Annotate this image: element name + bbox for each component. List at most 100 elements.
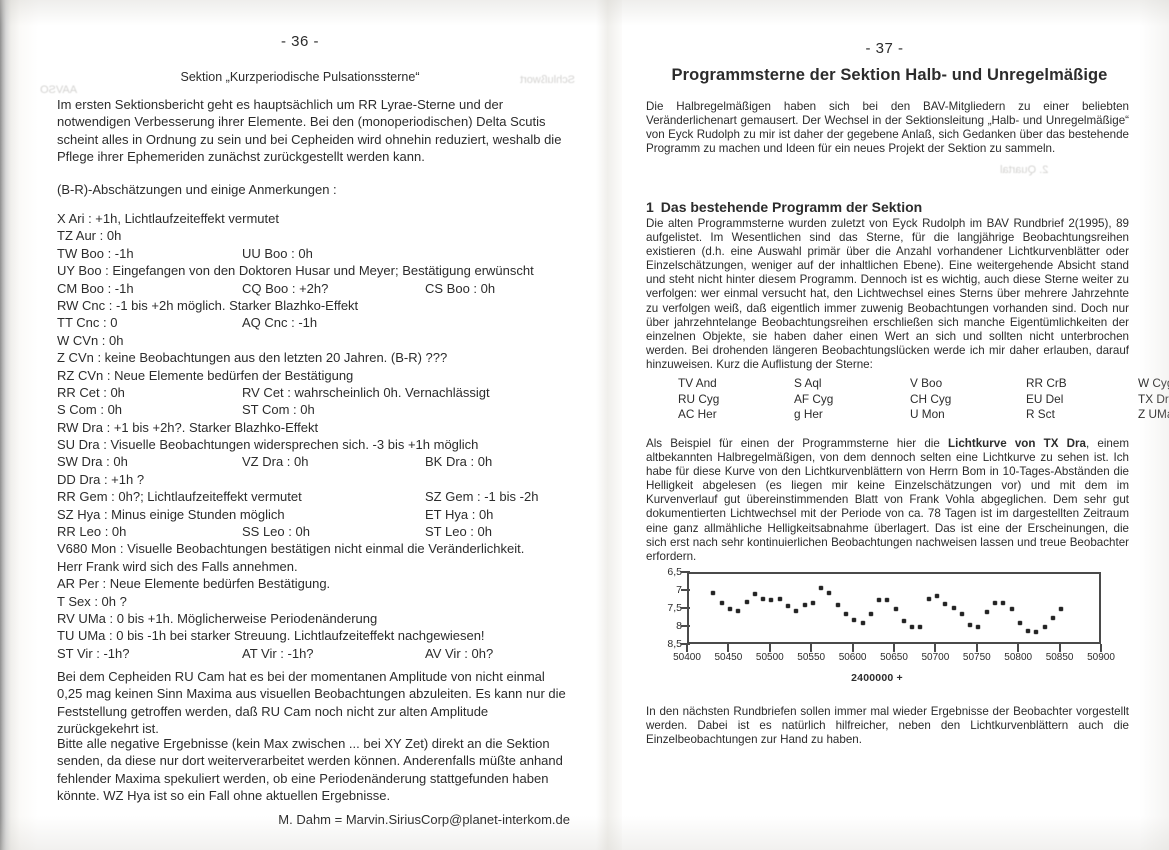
star-remark-line: Z CVn : keine Beobachtungen aus den letz… (57, 349, 572, 366)
chart-point (843, 612, 848, 617)
chart-point (984, 610, 989, 615)
chart-point (918, 624, 923, 629)
star-remark-line: RZ CVn : Neue Elemente bedürfen der Best… (57, 367, 572, 384)
chart-point (860, 621, 865, 626)
star-remark-col1: Herr Frank wird sich des Falls annehmen. (57, 558, 298, 574)
star-remark-col2: RV Cet : wahrscheinlich 0h. Vernachlässi… (242, 384, 490, 400)
star-remark-line: W CVn : 0h (57, 332, 572, 349)
chart-point (1009, 606, 1014, 611)
star-name-cell: AF Cyg (794, 391, 834, 406)
star-remark-list: X Ari : +1h, Lichtlaufzeiteffekt vermute… (57, 210, 572, 662)
section-1-number: 1 (646, 199, 654, 215)
chart-x-tick-label: 50800 (1004, 652, 1033, 663)
chart-x-tick-label: 50750 (962, 652, 991, 663)
star-remark-col1: RR Leo : 0h (57, 524, 127, 540)
example-text-pre: Als Beispiel für einen der Programmstern… (646, 437, 949, 450)
chart-y-tick-label: 7,5 (667, 602, 682, 614)
chart-x-tick-label: 50850 (1045, 652, 1074, 663)
page-number-right: - 37 - (865, 40, 904, 57)
star-remark-line: T Sex : 0h ? (57, 593, 572, 610)
closing-paragraph: In den nächsten Rundbriefen sollen immer… (646, 705, 1129, 747)
list-heading: (B-R)-Abschätzungen und einige Anmerkung… (57, 182, 337, 197)
star-remark-col1: TU UMa : 0 bis -1h bei starker Streuung.… (57, 628, 485, 644)
chart-x-tick (1017, 644, 1020, 652)
star-name-cell: TX Dra (1138, 391, 1169, 406)
star-remark-line: S Com : 0h ST Com : 0h (57, 401, 572, 418)
chart-point (935, 594, 940, 599)
star-remark-col2: AT Vir : -1h? (242, 645, 314, 661)
table-row: AC Her g Her U Mon R Sct Z UMa (678, 407, 1169, 423)
star-name-cell: AC Her (678, 407, 717, 422)
page-left: - 36 - Sektion „Kurzperiodische Pulsatio… (57, 33, 572, 827)
chart-x-tick-label: 50550 (797, 652, 826, 663)
star-remark-line: X Ari : +1h, Lichtlaufzeiteffekt vermute… (57, 210, 572, 227)
star-name-cell: V Boo (910, 376, 943, 390)
star-remark-line: Herr Frank wird sich des Falls annehmen. (57, 558, 572, 575)
chart-point (1059, 606, 1064, 611)
paragraph-request: Bitte alle negative Ergebnisse (kein Max… (57, 736, 563, 804)
star-remark-col1: X Ari : +1h, Lichtlaufzeiteffekt vermute… (57, 211, 279, 226)
chart-point (761, 597, 766, 601)
chart-y-tick (681, 571, 690, 573)
star-remark-col1: S Com : 0h (57, 402, 123, 418)
chart-point (1050, 616, 1055, 621)
star-remark-col1: ST Vir : -1h? (57, 645, 130, 661)
star-remark-col2: ST Com : 0h (242, 402, 315, 418)
section-1-paragraph: Die alten Programmsterne wurden zuletzt … (646, 217, 1129, 371)
star-name-cell: CH Cyg (910, 391, 952, 406)
star-remark-line: RV UMa : 0 bis +1h. Möglicherweise Perio… (57, 610, 572, 627)
chart-point (910, 625, 915, 630)
chart-point (819, 586, 824, 591)
star-remark-col2: ET Hya : 0h (425, 506, 494, 522)
star-name-cell: EU Del (1026, 391, 1064, 406)
chart-point (1017, 621, 1022, 626)
chart-y-tick (681, 643, 690, 645)
star-remark-col2: VZ Dra : 0h (242, 454, 309, 470)
section-1-title: Das bestehende Programm der Sektion (660, 199, 923, 215)
star-remark-line: DD Dra : +1h ? (57, 471, 572, 488)
chart-x-tick (934, 644, 937, 652)
star-remark-line: TT Cnc : 0 AQ Cnc : -1h (57, 314, 572, 331)
chart-point (744, 599, 749, 604)
star-remark-line: RR Gem : 0h?; Lichtlaufzeiteffekt vermut… (57, 488, 572, 505)
star-remark-col1: TW Boo : -1h (57, 245, 134, 261)
example-text-bold: Lichtkurve von TX Dra (948, 437, 1086, 450)
chart-point (810, 600, 815, 605)
chart-point (786, 604, 791, 609)
chart-x-tick (975, 644, 978, 652)
star-remark-col1: T Sex : 0h ? (57, 593, 127, 609)
intro-paragraph: Im ersten Sektionsbericht geht es haupts… (57, 97, 562, 165)
chart-y-tick (681, 607, 690, 609)
chart-point (777, 597, 782, 601)
chart-x-tick (1100, 644, 1102, 652)
chart-point (1034, 630, 1039, 635)
chart-x-tick (768, 644, 771, 652)
star-remark-col2: UU Boo : 0h (242, 245, 313, 261)
chart-x-tick-label: 50700 (921, 652, 950, 663)
star-remark-col1: W CVn : 0h (57, 332, 124, 348)
chart-point (993, 600, 998, 605)
chart-point (802, 603, 807, 608)
chart-y-tick-label: 8 (676, 620, 682, 632)
chart-point (1001, 600, 1006, 605)
star-remark-col1: RR Gem : 0h?; Lichtlaufzeiteffekt vermut… (57, 489, 302, 505)
chart-x-tick (810, 644, 813, 652)
chart-point (926, 597, 931, 601)
paragraph-ru-cam: Bei dem Cepheiden RU Cam hat es bei der … (57, 669, 566, 737)
chart-y-tick (681, 625, 690, 627)
section-1-heading: 1 Das bestehende Programm der Sektion (646, 199, 1129, 215)
star-remark-col3: ST Leo : 0h (425, 524, 492, 540)
star-remark-col1: RV UMa : 0 bis +1h. Möglicherweise Perio… (57, 610, 378, 626)
star-name-cell: g Her (794, 407, 823, 422)
star-remark-line: RW Cnc : -1 bis +2h möglich. Starker Bla… (57, 297, 572, 314)
chart-x-tick-label: 50900 (1087, 652, 1115, 663)
chart-point (752, 591, 757, 596)
star-remark-col1: RW Cnc : -1 bis +2h möglich. Starker Bla… (57, 297, 359, 313)
star-remark-col1: V680 Mon : Visuelle Beobachtungen bestät… (57, 541, 525, 557)
star-remark-col3: CS Boo : 0h (425, 280, 496, 296)
chart-x-tick-label: 50500 (755, 652, 784, 663)
chart-x-tick (686, 644, 688, 652)
chart-point (852, 617, 857, 622)
star-remark-col2: SS Leo : 0h (242, 524, 310, 540)
